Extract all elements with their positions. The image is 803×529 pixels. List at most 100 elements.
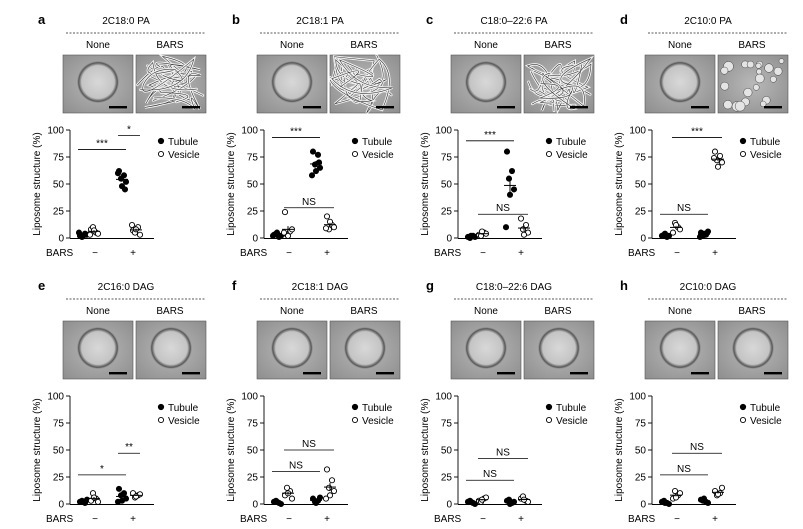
panel-c-ytick-label: 25 xyxy=(441,207,453,218)
panel-b-none-label: None xyxy=(280,40,304,51)
panel-c-point-tubule-plus xyxy=(503,148,511,155)
panel-d-point-vesicle-plus xyxy=(714,163,722,170)
panel-h-ytick-label: 25 xyxy=(635,473,647,484)
panel-e-point-tubule-plus xyxy=(117,492,125,499)
panel-g-ytick-label: 75 xyxy=(441,419,453,430)
panel-h-legend-tubule: Tubule xyxy=(750,403,781,414)
panel-a-ytick-label: 50 xyxy=(53,180,65,191)
panel-h-micrograph-left-vesicle xyxy=(659,327,701,369)
panel-d-ytick-label: 0 xyxy=(640,234,646,245)
panel-b-legend-vesicle-marker xyxy=(351,150,359,158)
panel-a-micrograph-left-vesicle xyxy=(77,61,119,103)
panel-g-legend-vesicle: Vesicle xyxy=(556,416,588,427)
panel-a-micrograph-right-scale-bar xyxy=(182,106,200,109)
panel-b-ylabel: Liposome structure (%) xyxy=(226,132,237,235)
panel-e-legend-tubule-marker xyxy=(157,403,165,411)
panel-e-ytick-label: 25 xyxy=(53,473,65,484)
panel-b-point-tubule-plus xyxy=(309,148,317,155)
panel-c-legend-vesicle-marker xyxy=(545,150,553,158)
panel-d-x-plus: + xyxy=(712,248,718,259)
panel-c-legend-vesicle: Vesicle xyxy=(556,150,588,161)
panel-a-micrograph-right xyxy=(135,54,207,114)
panel-f-point-vesicle-plus xyxy=(325,484,333,491)
panel-e-micrograph-right-vesicle xyxy=(150,327,192,369)
panel-c-x-plus: + xyxy=(518,248,524,259)
panel-b-xlabel: BARS xyxy=(240,248,268,259)
panel-e-legend-vesicle-marker xyxy=(157,416,165,424)
panel-b-micrograph-left xyxy=(256,54,328,114)
panel-e-ytick-label: 50 xyxy=(53,446,65,457)
panel-f-legend-tubule-marker xyxy=(351,403,359,411)
panel-b-ytick-label: 50 xyxy=(247,180,259,191)
panel-d-point-vesicle-minus xyxy=(676,226,684,233)
panel-c-xlabel: BARS xyxy=(434,248,462,259)
panel-d-ytick-label: 75 xyxy=(635,153,647,164)
panel-d-micrograph-right-small-vesicle xyxy=(755,62,762,69)
panel-e-bars-label: BARS xyxy=(156,306,184,317)
panel-h-none-label: None xyxy=(668,306,692,317)
panel-a-point-vesicle-plus xyxy=(136,231,144,238)
panel-a-ytick-label: 0 xyxy=(58,234,64,245)
panel-b-point-vesicle-minus xyxy=(284,232,292,239)
panel-c-point-tubule-minus xyxy=(467,232,475,239)
panel-b-bars-label: BARS xyxy=(350,40,378,51)
panel-a-ytick-label: 75 xyxy=(53,153,65,164)
panel-d-ytick-label: 50 xyxy=(635,180,647,191)
panel-f-micrograph-right-vesicle xyxy=(344,327,386,369)
panel-f-micrograph-right xyxy=(329,320,401,380)
panel-d-micrograph-right-small-vesicle xyxy=(734,100,746,112)
panel-h-legend-vesicle: Vesicle xyxy=(750,416,782,427)
panel-a-micrograph-left xyxy=(62,54,134,114)
panel-d-xlabel: BARS xyxy=(628,248,656,259)
panel-b-letter: b xyxy=(232,12,240,27)
panel-d-micrograph-right-small-vesicle xyxy=(720,66,729,75)
panel-c-legend-tubule-marker xyxy=(545,137,553,145)
panel-g-legend-tubule-marker xyxy=(545,403,553,411)
panel-b-micrograph-right-tubule-edge xyxy=(331,59,393,94)
panel-e-micrograph-right xyxy=(135,320,207,380)
panel-d-micrograph-right xyxy=(717,54,789,114)
panel-a-x-minus: − xyxy=(92,248,98,259)
panel-b-legend-tubule-marker xyxy=(351,137,359,145)
panel-d-point-tubule-plus xyxy=(696,233,704,240)
panel-e-legend-vesicle: Vesicle xyxy=(168,416,200,427)
panel-a-bars-label: BARS xyxy=(156,40,184,51)
panel-h-micrograph-left-scale-bar xyxy=(691,372,709,375)
panel-e-ytick-label: 100 xyxy=(47,392,64,403)
panel-d-point-vesicle-plus xyxy=(710,155,718,162)
panel-e-title: 2C16:0 DAG xyxy=(98,282,155,293)
panel-g-letter: g xyxy=(426,278,434,293)
panel-a-ytick-label: 100 xyxy=(47,126,64,137)
panel-e-point-tubule-plus xyxy=(114,498,122,505)
panel-f-ylabel: Liposome structure (%) xyxy=(226,398,237,501)
panel-e-letter: e xyxy=(38,278,45,293)
panel-d-micrograph-right-small-vesicle xyxy=(769,75,777,83)
panel-c-title: C18:0–22:6 PA xyxy=(480,16,547,27)
panel-d-point-vesicle-plus xyxy=(716,152,724,159)
panel-e-micrograph-left-scale-bar xyxy=(109,372,127,375)
panel-c-ytick-label: 100 xyxy=(435,126,452,137)
panel-b-x-minus: − xyxy=(286,248,292,259)
panel-f-point-vesicle-minus xyxy=(288,495,296,502)
panel-c-letter: c xyxy=(426,12,433,27)
panel-a-xlabel: BARS xyxy=(46,248,74,259)
panel-g-ytick-label: 0 xyxy=(446,500,452,511)
panel-d-ylabel: Liposome structure (%) xyxy=(614,132,625,235)
panel-d-ytick-label: 100 xyxy=(629,126,646,137)
panel-b-point-vesicle-plus xyxy=(330,224,338,231)
panel-d-title: 2C10:0 PA xyxy=(684,16,732,27)
panel-b-sig-label: *** xyxy=(290,127,302,138)
panel-c-point-tubule-plus xyxy=(505,175,513,182)
panel-c-micrograph-left-scale-bar xyxy=(497,106,515,109)
panel-a-sig-label: * xyxy=(127,124,131,135)
panel-d-micrograph-left-vesicle xyxy=(659,61,701,103)
panel-b-point-vesicle-minus xyxy=(281,209,289,216)
panel-d-micrograph-right-small-vesicle xyxy=(764,63,774,73)
panel-h: h 2C10:0 DAG None BARS Liposome structure (%… xyxy=(614,278,789,525)
panel-e-sig-label: * xyxy=(100,464,104,475)
panel-b-micrograph-right xyxy=(328,53,401,114)
panel-d-none-label: None xyxy=(668,40,692,51)
panel-h-point-vesicle-minus xyxy=(676,490,684,497)
panel-c-ytick-label: 0 xyxy=(446,234,452,245)
